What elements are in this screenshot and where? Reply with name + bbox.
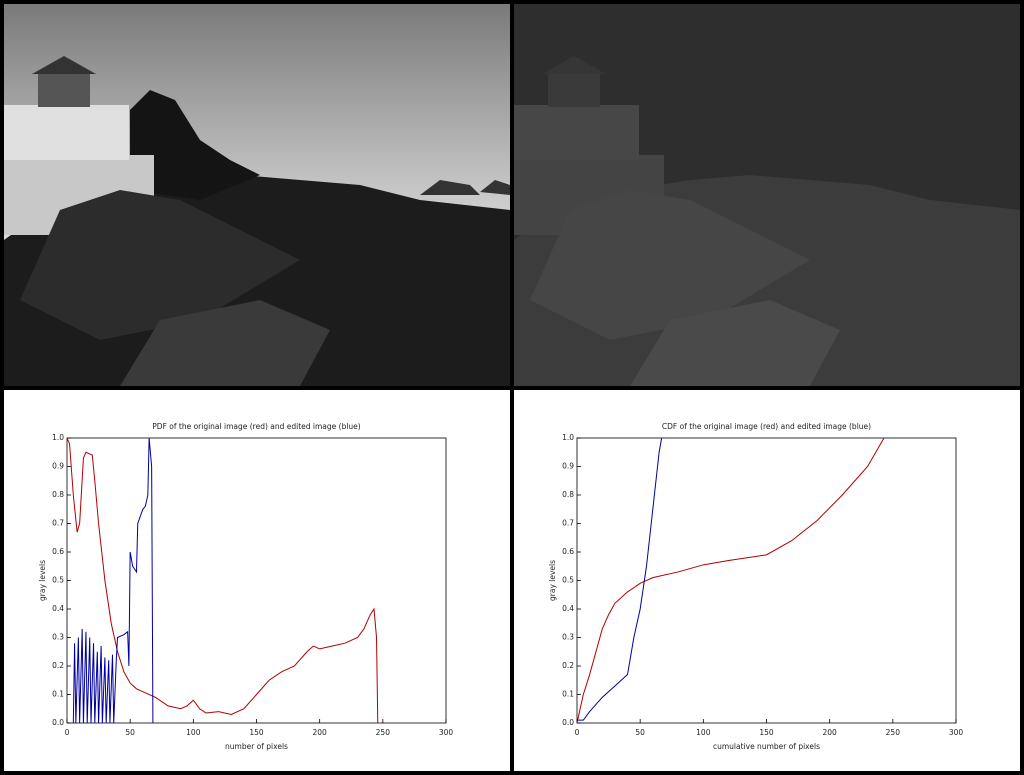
x-tick-label: 0: [65, 728, 70, 737]
y-tick-label: 0.9: [52, 462, 64, 471]
series-line: [576, 437, 885, 724]
x-tick-label: 150: [249, 728, 264, 737]
y-tick-label: 0.1: [52, 690, 64, 699]
y-tick-label: 0.0: [52, 718, 64, 727]
y-axis-label: gray levels: [38, 560, 47, 601]
series-line: [72, 437, 154, 724]
x-tick-label: 50: [635, 728, 645, 737]
y-tick-label: 0.4: [562, 604, 574, 613]
y-tick-label: 0.2: [562, 661, 574, 670]
chart-panel: [514, 390, 1020, 771]
y-tick-label: 0.2: [52, 661, 64, 670]
y-axis-label: gray levels: [548, 560, 557, 601]
y-tick-label: 0.7: [562, 519, 574, 528]
x-tick-label: 150: [759, 728, 774, 737]
series-line: [577, 437, 663, 721]
x-tick-label: 0: [575, 728, 580, 737]
x-tick-label: 250: [886, 728, 901, 737]
y-tick-label: 0.5: [52, 576, 64, 585]
x-tick-label: 50: [125, 728, 135, 737]
y-tick-label: 0.6: [52, 547, 64, 556]
y-tick-label: 0.3: [562, 633, 574, 642]
x-tick-label: 100: [696, 728, 711, 737]
y-tick-label: 0.8: [562, 490, 574, 499]
y-tick-label: 0.5: [562, 576, 574, 585]
original-photo: [4, 4, 510, 386]
y-tick-label: 0.0: [562, 718, 574, 727]
x-axis-label: cumulative number of pixels: [713, 742, 820, 751]
x-tick-label: 300: [439, 728, 454, 737]
y-tick-label: 0.4: [52, 604, 64, 613]
series-line: [66, 437, 379, 724]
y-tick-label: 0.9: [562, 462, 574, 471]
y-tick-label: 0.6: [562, 547, 574, 556]
x-tick-label: 250: [376, 728, 391, 737]
x-tick-label: 200: [823, 728, 838, 737]
charts: PDF of the original image (red) and edit…: [38, 422, 963, 751]
x-tick-label: 200: [313, 728, 328, 737]
y-tick-label: 0.8: [52, 490, 64, 499]
x-tick-label: 100: [186, 728, 201, 737]
y-tick-label: 0.1: [562, 690, 574, 699]
y-tick-label: 1.0: [562, 433, 574, 442]
y-tick-label: 1.0: [52, 433, 64, 442]
y-tick-label: 0.7: [52, 519, 64, 528]
x-axis-label: number of pixels: [225, 742, 288, 751]
chart-title: PDF of the original image (red) and edit…: [152, 422, 361, 431]
edited-photo: [514, 4, 1020, 386]
x-tick-label: 300: [949, 728, 964, 737]
chart-title: CDF of the original image (red) and edit…: [662, 422, 871, 431]
y-tick-label: 0.3: [52, 633, 64, 642]
